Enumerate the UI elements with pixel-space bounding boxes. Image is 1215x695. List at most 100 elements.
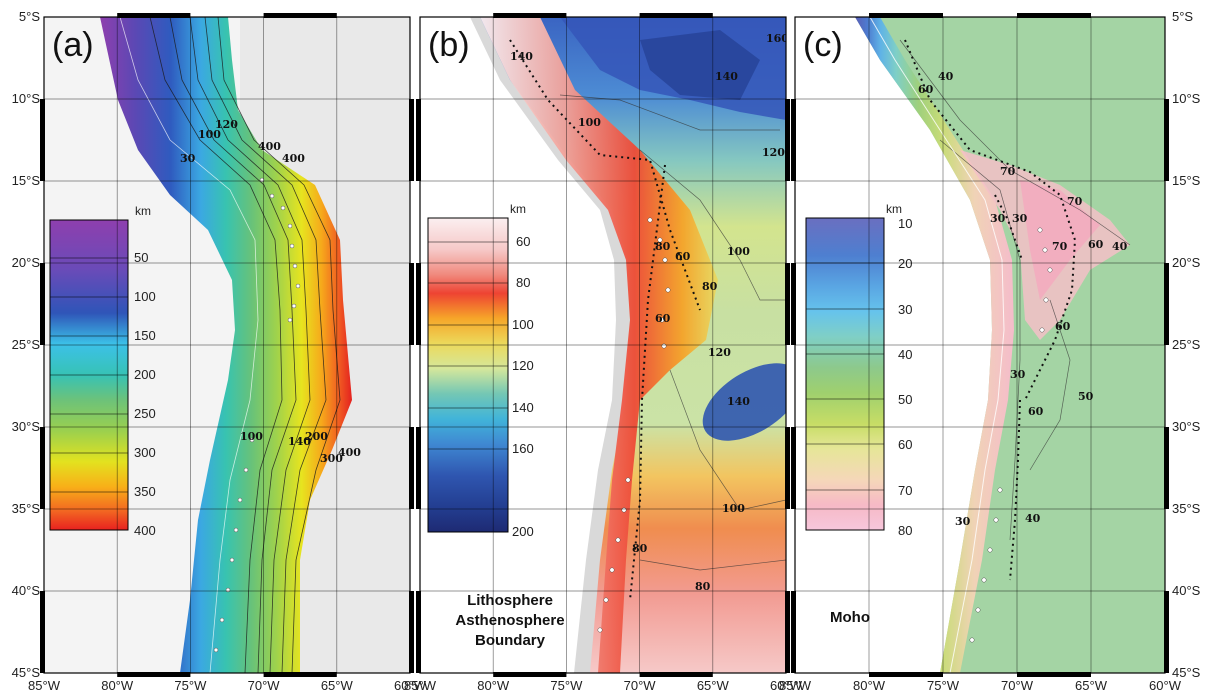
longitude-label: 65°W <box>321 678 354 693</box>
longitude-label: 70°W <box>624 678 657 693</box>
contour-label: 30 <box>180 152 196 165</box>
longitude-label: 60°W <box>770 678 803 693</box>
contour-label: 60 <box>1088 238 1104 251</box>
contour-label: 300 <box>320 452 343 465</box>
contour-label: 400 <box>282 152 305 165</box>
frame-bar <box>263 13 337 18</box>
axis-labels: 85°W 80°W 75°W 70°W 65°W 60°W85°W 80°W 75°W 70°W… <box>12 9 1201 693</box>
frame-bar <box>785 263 790 345</box>
colorbar-tick: 140 <box>512 400 534 415</box>
colorbar-tick: 300 <box>134 445 156 460</box>
map-frames <box>40 13 1169 677</box>
longitude-label: 70°W <box>1001 678 1034 693</box>
colorbar-tick: 30 <box>898 302 912 317</box>
panel-caption-line: Boundary <box>475 632 546 649</box>
frame-bar <box>409 591 414 673</box>
frame-bar <box>416 263 421 345</box>
contour-label: 120 <box>215 118 238 131</box>
contour-label: 30 <box>1012 212 1028 225</box>
colorbar-tick: 80 <box>898 523 912 538</box>
colorbar-tick: 100 <box>134 289 156 304</box>
frame-bar <box>639 13 713 18</box>
panel-caption-line: Asthenosphere <box>455 612 564 629</box>
panel-letter: (a) <box>52 26 94 64</box>
contour-label: 40 <box>1112 240 1128 253</box>
contour-label: 100 <box>240 430 263 443</box>
panel-caption-line: Lithosphere <box>467 592 553 609</box>
contour-label: 400 <box>258 140 281 153</box>
frame-bar <box>117 672 191 677</box>
frame-bar <box>40 591 45 673</box>
frame-bar <box>40 263 45 345</box>
frame-bar <box>1164 99 1169 181</box>
frame-bar <box>1164 427 1169 509</box>
latitude-label: 25°S <box>12 337 41 352</box>
contour-label: 120 <box>762 146 785 159</box>
longitude-label: 80°W <box>477 678 510 693</box>
colorbar-tick: 50 <box>134 250 148 265</box>
frame-bar <box>785 427 790 509</box>
colorbar-tick: 120 <box>512 358 534 373</box>
colorbar-b <box>427 217 509 533</box>
frame-bar <box>791 427 796 509</box>
frame-bar <box>639 672 713 677</box>
colorbar-tick: 160 <box>512 441 534 456</box>
frame-bar <box>785 591 790 673</box>
contour-label: 40 <box>938 70 954 83</box>
colorbar-tick: 350 <box>134 484 156 499</box>
contour-label: 70 <box>1000 165 1016 178</box>
frame-bar <box>791 591 796 673</box>
longitude-label: 85°W <box>779 678 812 693</box>
contour-label: 80 <box>695 580 711 593</box>
latitude-label: 15°S <box>12 173 41 188</box>
frame-bar <box>40 427 45 509</box>
colorbar-tick: 200 <box>512 524 534 539</box>
panel-caption-line: Moho <box>830 609 870 626</box>
frame-bar <box>493 672 567 677</box>
latitude-label: 10°S <box>1172 91 1201 106</box>
contour-label: 100 <box>727 245 750 258</box>
contour-label: 140 <box>510 50 533 63</box>
longitude-label: 80°W <box>853 678 886 693</box>
colorbar-tick: 60 <box>898 437 912 452</box>
longitude-label: 65°W <box>1075 678 1108 693</box>
frame-bar <box>791 263 796 345</box>
longitude-label: 70°W <box>248 678 281 693</box>
contour-label: 100 <box>722 502 745 515</box>
longitude-label: 80°W <box>101 678 134 693</box>
colorbar-tick: 80 <box>516 275 530 290</box>
contour-label: 80 <box>655 240 671 253</box>
latitude-label: 30°S <box>1172 419 1201 434</box>
colorbar-tick: 200 <box>134 367 156 382</box>
frame-bar <box>1017 13 1091 18</box>
latitude-label: 40°S <box>12 583 41 598</box>
frame-bar <box>40 99 45 181</box>
longitude-label: 85°W <box>28 678 61 693</box>
latitude-label: 20°S <box>1172 255 1201 270</box>
contour-label: 80 <box>702 280 718 293</box>
colorbar-tick: 400 <box>134 523 156 538</box>
frame-bar <box>409 263 414 345</box>
colorbar-tick: 20 <box>898 256 912 271</box>
latitude-label: 35°S <box>12 501 41 516</box>
longitude-label: 60°W <box>394 678 427 693</box>
frame-bar <box>869 13 943 18</box>
contour-label: 140 <box>715 70 738 83</box>
contour-label: 120 <box>708 346 731 359</box>
frame-bar <box>117 13 191 18</box>
latitude-label: 20°S <box>12 255 41 270</box>
contour-label: 60 <box>675 250 691 263</box>
contour-label: 160 <box>766 32 789 45</box>
colorbar-tick: 10 <box>898 216 912 231</box>
contour-label: 60 <box>1028 405 1044 418</box>
colorbar-tick: 50 <box>898 392 912 407</box>
frame-bar <box>785 99 790 181</box>
latitude-label: 45°S <box>12 665 41 680</box>
latitude-label: 45°S <box>1172 665 1201 680</box>
latitude-label: 30°S <box>12 419 41 434</box>
colorbar-tick: 70 <box>898 483 912 498</box>
longitude-label: 75°W <box>927 678 960 693</box>
frame-bar <box>416 99 421 181</box>
frame-bar <box>409 427 414 509</box>
